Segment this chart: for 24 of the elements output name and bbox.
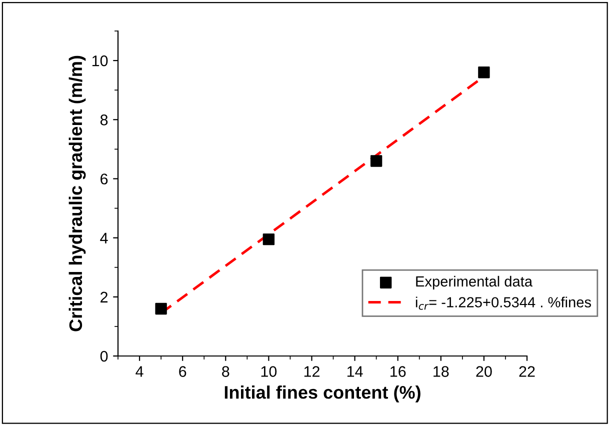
x-tick-label: 20 [476,366,492,377]
y-tick-label: 6 [100,174,108,184]
x-tick-label: 14 [347,366,363,377]
legend-label: Experimental data [416,276,533,290]
point [155,302,167,315]
y-tick-label: 8 [100,114,108,126]
y-axis-title: Critical hydraulic gradient (m/m) [68,56,86,332]
x-tick-label: 22 [519,366,535,377]
x-tick-label: 12 [304,366,320,377]
x-tick-label: 8 [222,366,230,377]
point [478,66,490,78]
y-tick-label: 4 [100,232,108,244]
point [370,155,382,167]
x-tick-label: 6 [179,366,186,377]
point [262,233,275,246]
y-tick-label: 0 [100,350,108,362]
legend-label: i$_{cr}$= -1.225+0.5344 . %fines [416,296,592,310]
y-tick-label: 10 [92,55,108,66]
x-tick-label: 10 [261,366,277,377]
x-tick-label: 16 [390,366,406,377]
x-tick-label: 18 [434,366,449,377]
y-tick-label: 2 [100,292,108,302]
x-axis-title: Initial fines content (%) [224,386,420,402]
x-tick-label: 4 [136,366,144,377]
